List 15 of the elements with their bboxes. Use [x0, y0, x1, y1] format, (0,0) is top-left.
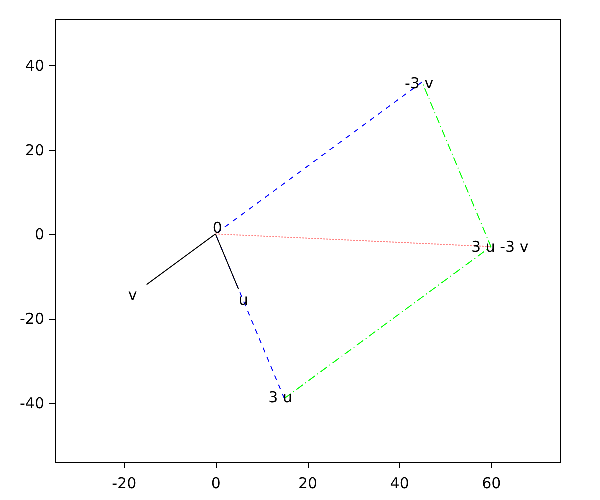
x-tick-label: -20	[112, 474, 137, 492]
y-tick-label: 20	[25, 141, 44, 160]
x-tick-label: 60	[482, 474, 502, 492]
x-tick-label: 20	[298, 474, 318, 492]
annotation: 3 u -3 v	[472, 238, 529, 256]
y-tick-label: -20	[20, 310, 44, 328]
y-tick-label: 0	[34, 226, 44, 244]
annotation: v	[128, 286, 138, 304]
x-tick-label: 40	[390, 474, 410, 492]
y-tick-label: 40	[25, 56, 44, 75]
y-tick-label: -40	[20, 394, 44, 412]
annotation: 0	[212, 219, 222, 238]
x-tick-label: 0	[211, 474, 221, 492]
annotation: -3 v	[404, 74, 434, 92]
annotation: u	[238, 291, 248, 310]
